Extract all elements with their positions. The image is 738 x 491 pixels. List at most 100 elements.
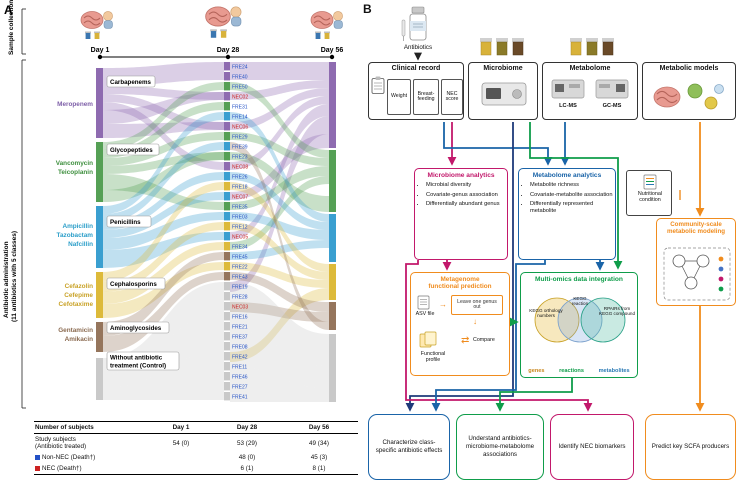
subject-id: FRE19 — [232, 285, 248, 291]
day28-subject-node — [224, 122, 230, 131]
sankey-ribbon — [103, 182, 224, 282]
microbiome-analytics-title: Microbiome analytics — [427, 172, 495, 179]
arrow-clinical-to-metabolome-analytics — [443, 122, 553, 166]
drug-nafcillin: Nafcillin — [68, 241, 93, 248]
row-label-non-nec: Non-NEC (Death†) — [42, 454, 96, 461]
metagenome-title-1: Metagenome — [440, 276, 480, 283]
sankey-ribbon — [103, 152, 224, 202]
sankey-ribbon — [230, 142, 329, 330]
functional-profile-label: Functional profile — [420, 351, 446, 363]
day28-subject-node — [224, 132, 230, 141]
day28-subject-node — [224, 282, 230, 291]
sankey-ribbon — [103, 102, 224, 170]
class-label-control-2: treatment (Control) — [110, 363, 166, 370]
pill-aminoglycosides — [106, 321, 170, 334]
sankey-ribbon — [103, 232, 224, 268]
gcms-label: GC-MS — [602, 103, 622, 109]
cell-study-day56: 49 (34) — [309, 439, 329, 447]
drug-amikacin: Amikacin — [65, 336, 94, 343]
subject-id: FRE23 — [232, 155, 248, 161]
subject-id: NEC06 — [232, 125, 248, 131]
sankey-ribbon — [103, 222, 224, 292]
node-control — [96, 358, 103, 400]
sankey-ribbon — [230, 366, 329, 402]
table-header-day28: Day 28 — [236, 424, 258, 431]
nutritional-condition-box: Nutritional condition — [626, 170, 672, 216]
sankey-ribbon — [230, 132, 329, 166]
sankey-ribbon — [230, 134, 329, 200]
nutritional-condition-label: Nutritional condition — [637, 191, 663, 203]
sankey-ribbon — [230, 272, 329, 312]
bullet-covariate-genus: Covariate-genus association — [426, 192, 507, 199]
node56-cephalosporins — [329, 264, 336, 300]
venn-label-kegg-orthology: KEGG orthology numbers — [529, 308, 563, 318]
drug-cefepime: Cefepime — [64, 292, 93, 299]
class-label-glycopeptides: Glycopeptides — [110, 147, 153, 154]
sankey-ribbon — [230, 152, 329, 212]
sankey-ribbon — [103, 262, 224, 318]
day28-subject-node — [224, 202, 230, 211]
subject-id: FRE37 — [232, 335, 248, 341]
sankey-ribbon — [103, 172, 224, 230]
subject-id: FRE29 — [232, 135, 248, 141]
sankey-ribbon — [103, 174, 224, 210]
bullet-microbial-diversity: Microbial diversity — [426, 182, 507, 189]
day1-label: Day 1 — [91, 47, 110, 54]
pill-cephalosporins — [106, 277, 166, 290]
day28-subject-node — [224, 342, 230, 351]
row-label-study-subjects-2: (Antibiotic treated) — [35, 443, 87, 450]
sankey-ribbon — [103, 82, 224, 150]
node56-aminoglycosides — [329, 302, 336, 330]
pill-glycopeptides — [106, 143, 160, 156]
subject-id: FRE35 — [232, 205, 248, 211]
sankey-ribbon — [103, 92, 224, 124]
community-model-diagram — [663, 247, 731, 301]
day28-subject-node — [224, 362, 230, 371]
sequencer-icon — [481, 82, 527, 106]
sankey-ribbon — [103, 152, 224, 174]
day28-subject-node — [224, 182, 230, 191]
subject-id: FRE24 — [232, 65, 248, 71]
clipboard-icon — [371, 76, 385, 94]
subject-id: FRE08 — [232, 345, 248, 351]
node-penicillins — [96, 206, 103, 268]
subject-id: NEC03 — [232, 305, 248, 311]
section-label-antibiotic-1: Antibiotic administration — [3, 241, 10, 318]
table-row-non-nec: Non-NEC (Death†) 48 (0) 45 (3) — [34, 452, 358, 463]
multiomics-box: Multi-omics data integration KEGG orthol… — [520, 272, 638, 378]
row-label-nec: NEC (Death†) — [42, 465, 82, 472]
day28-subject-node — [224, 242, 230, 251]
day28-subject-node — [224, 102, 230, 111]
subject-id: FRE41 — [232, 395, 248, 401]
class-label-aminoglycosides: Aminoglycosides — [110, 325, 162, 332]
sankey-ribbon — [230, 176, 329, 250]
sankey-ribbon — [230, 96, 329, 170]
drug-tazobactam: Tazobactam — [57, 232, 94, 239]
node56-glycopeptides — [329, 150, 336, 212]
node-glycopeptides — [96, 142, 103, 202]
compare-label: Compare — [473, 337, 495, 343]
sankey-ribbon — [103, 122, 224, 138]
nutrition-doc-icon — [643, 174, 657, 190]
sankey-ribbon — [103, 132, 224, 166]
subject-id: FRE40 — [232, 75, 248, 81]
class-label-pills: Carbapenems Glycopeptides Penicillins Ce… — [106, 75, 180, 371]
metagenome-arrow-down: ↓ — [473, 317, 477, 326]
cell-study-day28: 53 (29) — [237, 439, 257, 447]
subject-id: FRE42 — [232, 355, 248, 361]
metabolic-models-title: Metabolic models — [659, 65, 719, 72]
cell-nonnec-day56: 45 (3) — [310, 454, 328, 461]
clinical-record-title: Clinical record — [391, 65, 441, 72]
drug-teicoplanin: Teicoplanin — [58, 169, 93, 176]
day28-subject-node — [224, 72, 230, 81]
sample-icons-day28 — [205, 6, 242, 39]
subject-id: FRE46 — [232, 375, 248, 381]
asv-file-icon — [417, 295, 430, 310]
clinical-item-breastfeeding: Breast-feeding — [413, 79, 439, 115]
day1-class-nodes — [96, 68, 103, 400]
sankey-ribbon — [103, 352, 224, 400]
community-modeling-box: Community-scale metabolic modeling — [656, 218, 736, 306]
drug-cefotaxime: Cefotaxime — [59, 301, 94, 308]
class-label-cephalosporins: Cephalosporins — [110, 281, 157, 288]
